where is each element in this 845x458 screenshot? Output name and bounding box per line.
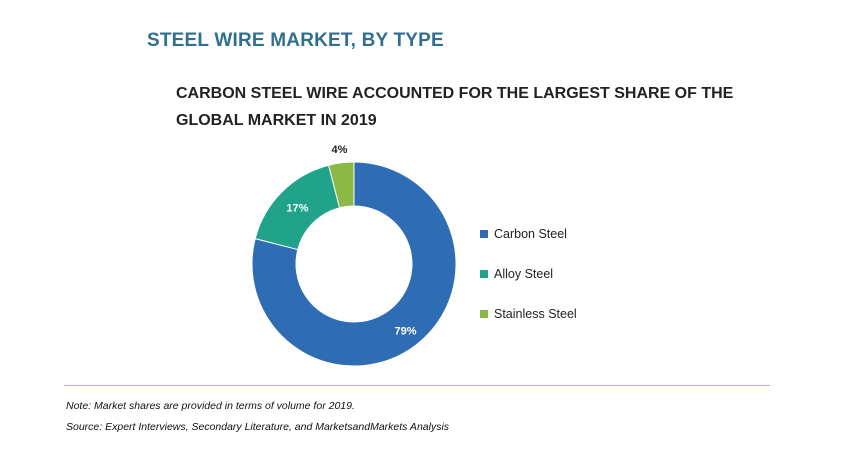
legend-swatch xyxy=(480,230,488,238)
data-label-carbon-steel: 79% xyxy=(394,325,416,337)
legend-swatch xyxy=(480,270,488,278)
legend-label: Alloy Steel xyxy=(494,267,554,281)
chart-title: STEEL WIRE MARKET, BY TYPE xyxy=(147,30,444,51)
footer-note: Note: Market shares are provided in term… xyxy=(66,400,355,412)
legend-label: Carbon Steel xyxy=(494,227,567,241)
legend-item-alloy-steel: Alloy Steel xyxy=(480,264,577,284)
legend-swatch xyxy=(480,310,488,318)
data-label-stainless-steel: 4% xyxy=(332,144,348,156)
chart-legend: Carbon Steel Alloy Steel Stainless Steel xyxy=(480,224,577,344)
slice-stainless-steel xyxy=(328,161,355,209)
data-label-alloy-steel: 17% xyxy=(286,202,308,214)
legend-item-carbon-steel: Carbon Steel xyxy=(480,224,577,244)
footer-source: Source: Expert Interviews, Secondary Lit… xyxy=(66,421,450,433)
slice-carbon-steel xyxy=(251,161,457,367)
chart-subtitle: CARBON STEEL WIRE ACCOUNTED FOR THE LARG… xyxy=(176,85,734,129)
footer-divider xyxy=(64,385,770,386)
legend-label: Stainless Steel xyxy=(494,307,577,321)
legend-item-stainless-steel: Stainless Steel xyxy=(480,304,577,324)
